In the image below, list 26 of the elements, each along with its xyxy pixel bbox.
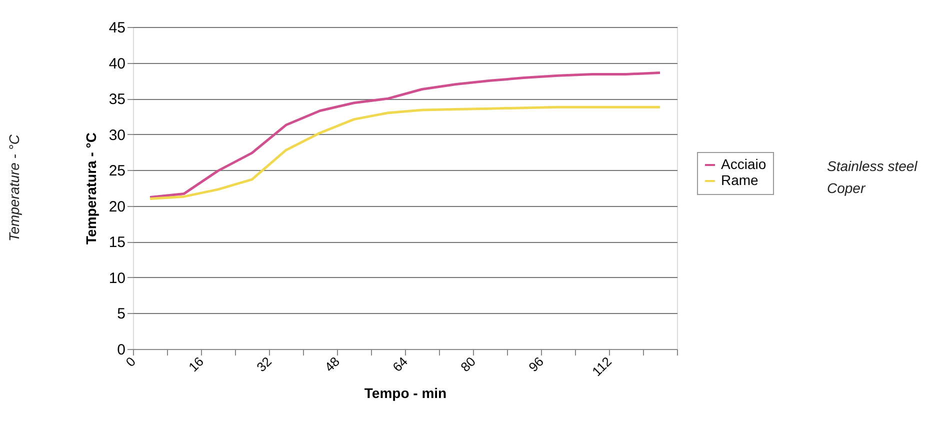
y-tick-label: 25 — [108, 162, 126, 180]
y-tick-label: 45 — [108, 20, 126, 36]
x-tick-label: 48 — [322, 354, 342, 375]
y-axis-title: Temperatura - °C — [82, 132, 99, 244]
text: Stainless steel — [827, 158, 918, 174]
text: Coper — [827, 180, 866, 196]
y-tick-label: 30 — [108, 126, 126, 144]
y-tick-label: 0 — [117, 342, 126, 358]
line-series — [148, 72, 662, 199]
y-tick-label: 5 — [117, 306, 126, 323]
y-tick-label: 20 — [108, 198, 126, 216]
y-tick-label: 10 — [108, 270, 126, 287]
x-tick-label: 64 — [390, 354, 410, 375]
y-tick-label: 15 — [108, 234, 126, 252]
y-tick-label: 40 — [108, 55, 126, 72]
x-tick-label: 96 — [526, 354, 546, 375]
legend-label: Rame — [721, 172, 759, 188]
text: Temperature - °C — [6, 134, 22, 242]
x-tick-label: 80 — [458, 354, 478, 375]
x-tick-label: 32 — [254, 354, 274, 375]
legend-label: Acciaio — [721, 156, 766, 172]
x-tick-label: 16 — [186, 354, 206, 375]
x-tick-label: 112 — [589, 354, 614, 380]
y-tick-label: 35 — [108, 91, 126, 108]
x-axis-title: Tempo - min — [364, 385, 447, 402]
line-series — [148, 106, 662, 200]
